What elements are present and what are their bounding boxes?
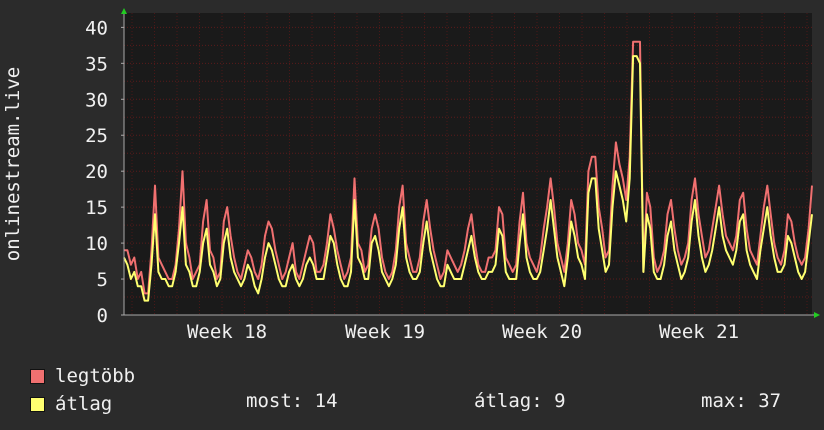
stat-average-value: 9 (554, 390, 566, 412)
x-axis-arrow (814, 312, 820, 318)
x-tick-label: Week 21 (659, 321, 739, 343)
stat-max-label: max: (701, 390, 747, 412)
series-layer (123, 40, 813, 302)
grid (124, 13, 812, 316)
y-tick-label: 40 (85, 17, 108, 39)
y-axis-arrow (121, 8, 127, 14)
series-line-max (124, 40, 813, 295)
x-axis-ticks: Week 18 Week 19 Week 20 Week 21 (187, 321, 739, 343)
stat-average: átlag: 9 (474, 390, 566, 412)
y-tick-label: 20 (85, 161, 108, 183)
stats-row: most: 14 átlag: 9 max: 37 (0, 390, 824, 418)
y-tick-label: 35 (85, 53, 108, 75)
y-tick-label: 30 (85, 89, 108, 111)
legend-item-max: legtöbb (30, 362, 135, 390)
x-tick-label: Week 18 (187, 321, 267, 343)
legend-label-avg: átlag (55, 393, 113, 415)
legend-swatch-max (30, 368, 45, 384)
stat-max: max: 37 (701, 390, 781, 412)
y-tick-label: 0 (97, 305, 108, 327)
stat-average-label: átlag: (474, 390, 543, 412)
series-line-avg (123, 55, 813, 302)
legend-item-avg: átlag (30, 390, 135, 418)
x-tick-label: Week 19 (345, 321, 425, 343)
stat-current: most: 14 (246, 390, 338, 412)
x-tick-label: Week 20 (502, 321, 582, 343)
plot-background (124, 13, 812, 315)
y-tick-label: 25 (85, 125, 108, 147)
y-tick-label: 5 (97, 269, 108, 291)
legend-swatch-avg (30, 396, 45, 412)
legend-label-max: legtöbb (55, 365, 136, 387)
y-tick-label: 10 (85, 233, 108, 255)
stat-current-value: 14 (314, 390, 338, 412)
legend: legtöbb átlag (30, 362, 135, 418)
y-axis-label: onlinestream.live (2, 67, 24, 261)
y-axis-ticks: 0 5 10 15 20 25 30 35 40 (85, 17, 124, 327)
y-tick-label: 15 (85, 197, 108, 219)
stat-current-label: most: (246, 390, 304, 412)
stat-max-value: 37 (758, 390, 782, 412)
